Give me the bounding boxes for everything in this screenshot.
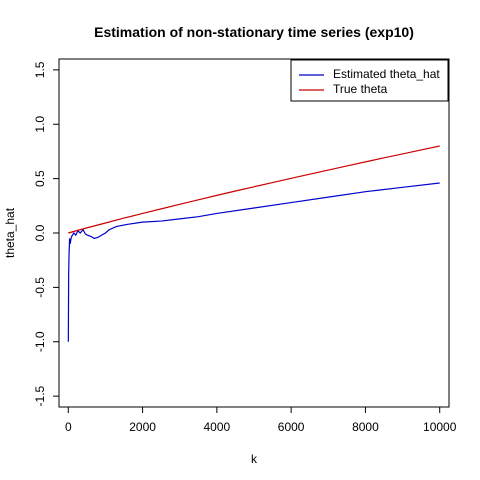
x-axis: 0 2000 4000 6000 8000 10000 bbox=[65, 406, 457, 434]
y-tick-label: -0.5 bbox=[33, 277, 47, 298]
x-tick-label: 0 bbox=[65, 420, 72, 434]
x-tick-label: 6000 bbox=[278, 420, 305, 434]
y-tick-label: 0.0 bbox=[33, 224, 47, 241]
legend-label-1: True theta bbox=[333, 82, 388, 96]
plot-frame bbox=[58, 58, 450, 408]
chart-title: Estimation of non-stationary time series… bbox=[94, 24, 414, 40]
y-tick-label: 0.5 bbox=[33, 170, 47, 187]
y-tick-label: 1.0 bbox=[33, 116, 47, 133]
x-axis-label: k bbox=[251, 452, 258, 466]
y-tick-label: -1.5 bbox=[33, 385, 47, 406]
y-tick-label: 1.5 bbox=[33, 61, 47, 78]
x-tick-label: 10000 bbox=[423, 420, 457, 434]
legend-box bbox=[290, 59, 449, 102]
series-line-0 bbox=[67, 182, 440, 342]
y-axis-label: theta_hat bbox=[3, 207, 17, 258]
series-layer bbox=[67, 145, 440, 342]
series-line-1 bbox=[68, 145, 440, 234]
legend-label-0: Estimated theta_hat bbox=[333, 67, 440, 81]
x-tick-label: 8000 bbox=[352, 420, 379, 434]
x-tick-label: 4000 bbox=[204, 420, 231, 434]
y-tick-label: -1.0 bbox=[33, 331, 47, 352]
x-tick-label: 2000 bbox=[129, 420, 156, 434]
y-axis: -1.5 -1.0 -0.5 0.0 0.5 1.0 1.5 bbox=[33, 61, 60, 406]
